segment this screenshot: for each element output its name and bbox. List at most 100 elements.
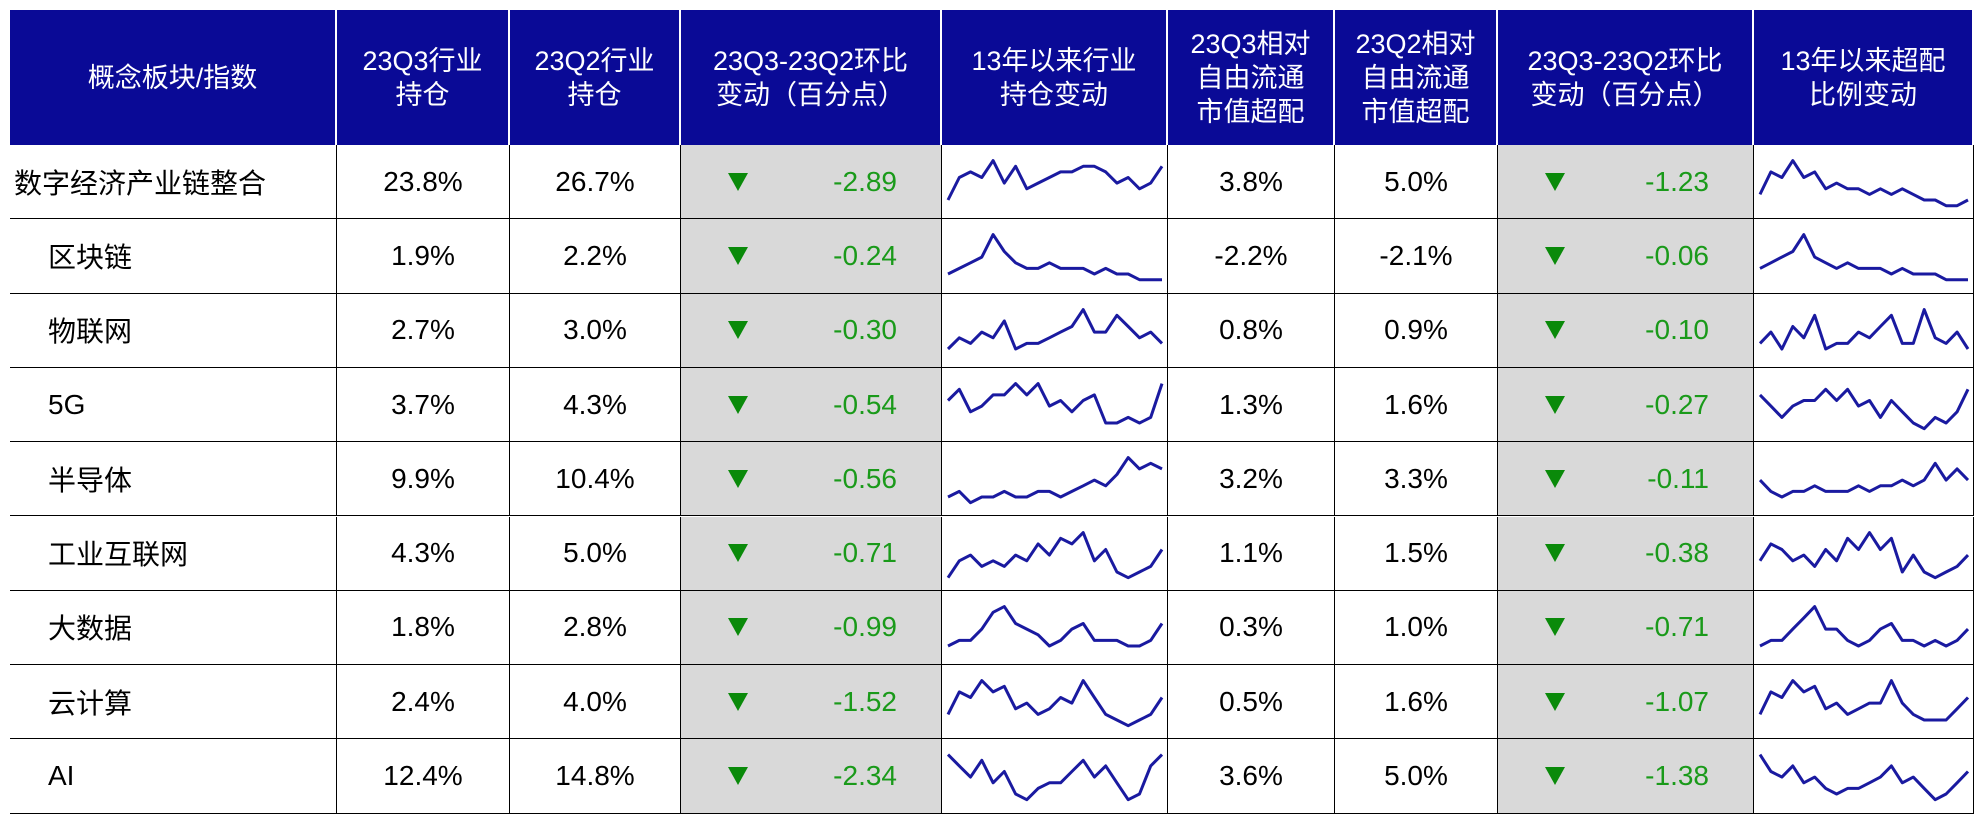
- cell: 9.9%: [337, 442, 510, 517]
- cell-text: 10.4%: [555, 462, 635, 494]
- cell-text: -0.11: [1647, 462, 1709, 494]
- cell: 3.6%: [1168, 739, 1335, 814]
- cell: 1.3%: [1168, 367, 1335, 443]
- cell: -0.06: [1498, 219, 1754, 294]
- cell: 0.8%: [1168, 293, 1335, 368]
- arrow-shape: [1545, 469, 1565, 488]
- cell: [1754, 739, 1974, 814]
- cell: 2.2%: [510, 219, 681, 294]
- cell: 3.0%: [510, 293, 681, 368]
- trend-line: [946, 381, 1164, 425]
- down-arrow: [728, 469, 748, 488]
- cell: -0.71: [681, 516, 942, 591]
- row-name: AI: [10, 739, 337, 814]
- header-cell: 23Q3-23Q2环比 变动（百分点）: [681, 10, 942, 145]
- sparkline: [946, 753, 1164, 802]
- cell: -0.24: [681, 219, 942, 294]
- cell-text: 2.4%: [391, 685, 455, 717]
- arrow-shape: [728, 544, 748, 563]
- row-name: 半导体: [10, 442, 337, 517]
- cell: [1754, 442, 1974, 517]
- cell: 1.5%: [1335, 516, 1498, 591]
- row-name: 数字经济产业链整合: [10, 145, 337, 220]
- cell-text: 9.9%: [391, 462, 455, 494]
- row-name: 区块链: [10, 219, 337, 294]
- cell-text: 4.3%: [391, 537, 455, 569]
- cell: -1.38: [1498, 739, 1754, 814]
- trend-line: [1758, 461, 1970, 499]
- cell-text: -0.24: [833, 239, 897, 271]
- cell: [942, 367, 1168, 443]
- cell: -0.30: [681, 293, 942, 368]
- cell-text: 区块链: [48, 241, 133, 273]
- cell-text: -0.06: [1645, 239, 1709, 271]
- cell: -1.52: [681, 665, 942, 740]
- down-arrow: [728, 544, 748, 563]
- down-arrow: [1545, 618, 1565, 637]
- arrow-shape: [1545, 692, 1565, 711]
- cell-text: 4.0%: [563, 685, 627, 717]
- header-text: 概念板块/指数: [87, 62, 258, 93]
- header-text: 13年以来行业: [971, 45, 1137, 76]
- cell: [1754, 590, 1974, 666]
- row-name: 云计算: [10, 665, 337, 740]
- cell: 4.3%: [337, 516, 510, 591]
- header-text: 23Q2相对: [1355, 28, 1476, 59]
- cell-text: 3.2%: [1219, 462, 1283, 494]
- sparkline: [1758, 679, 1970, 722]
- cell-text: 1.9%: [391, 239, 455, 271]
- cell-text: -2.89: [833, 165, 897, 197]
- cell-text: 26.7%: [555, 165, 635, 197]
- header-cell: 13年以来超配 比例变动: [1754, 10, 1974, 145]
- cell: [942, 219, 1168, 294]
- cell: [942, 665, 1168, 740]
- sparkline: [1758, 754, 1970, 802]
- cell-text: 1.5%: [1384, 537, 1448, 569]
- down-arrow: [728, 767, 748, 786]
- down-arrow: [1545, 172, 1565, 191]
- cell: 5.0%: [510, 516, 681, 591]
- cell: -0.99: [681, 590, 942, 666]
- down-arrow: [728, 692, 748, 711]
- cell: 12.4%: [337, 739, 510, 814]
- cell-text: -1.07: [1645, 685, 1709, 717]
- cell: -0.27: [1498, 367, 1754, 443]
- cell-text: -0.56: [833, 462, 897, 494]
- cell-text: 23.8%: [383, 165, 463, 197]
- sparkline: [946, 679, 1164, 728]
- arrow-shape: [728, 172, 748, 191]
- cell: 1.9%: [337, 219, 510, 294]
- cell: 3.7%: [337, 367, 510, 443]
- sparkline: [1758, 159, 1969, 208]
- cell: -0.56: [681, 442, 942, 517]
- cell: [942, 442, 1168, 517]
- down-arrow: [728, 321, 748, 340]
- sparkline: [1758, 530, 1970, 579]
- cell-text: 2.8%: [563, 611, 627, 643]
- cell-text: -0.27: [1645, 388, 1709, 420]
- arrow-shape: [1545, 246, 1565, 265]
- header-text: 持仓: [567, 79, 622, 110]
- down-arrow: [728, 246, 748, 265]
- cell: 3.8%: [1168, 145, 1335, 220]
- cell: 1.8%: [337, 590, 510, 666]
- cell: -0.71: [1498, 590, 1754, 666]
- trend-line: [1758, 307, 1970, 351]
- header-text: 23Q3行业: [362, 45, 483, 76]
- header-text: 23Q3相对: [1190, 28, 1311, 59]
- header-text: 持仓: [395, 79, 450, 110]
- cell: -0.11: [1498, 442, 1754, 517]
- header-cell: 23Q2相对 自由流通 市值超配: [1335, 10, 1498, 145]
- cell-text: -2.2%: [1214, 239, 1288, 271]
- cell: 2.7%: [337, 293, 510, 368]
- trend-line: [947, 604, 1164, 648]
- cell-text: 工业互联网: [48, 539, 189, 571]
- cell-text: 5G: [48, 388, 86, 420]
- cell-text: -2.1%: [1379, 239, 1453, 271]
- cell: 3.3%: [1335, 442, 1498, 517]
- cell-text: -1.38: [1645, 760, 1709, 792]
- trend-line: [1758, 679, 1970, 722]
- cell: 4.0%: [510, 665, 681, 740]
- sparkline: [1759, 604, 1970, 648]
- header-text: 23Q3-23Q2环比: [1527, 45, 1723, 76]
